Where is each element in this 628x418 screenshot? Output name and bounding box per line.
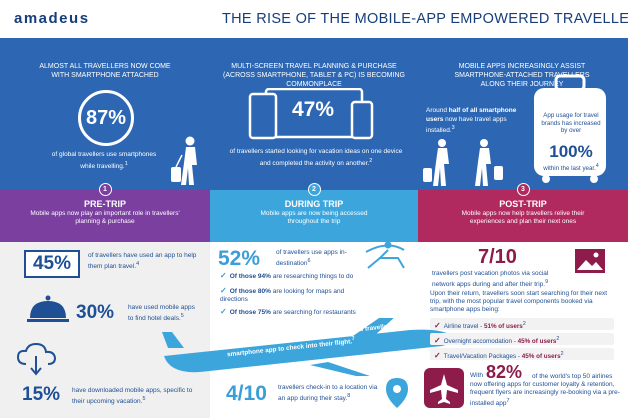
pre-trip-title: PRE-TRIP: [83, 199, 126, 209]
duringtrip-bullet-1: ✓ Of those 94% are researching things to …: [220, 271, 354, 281]
airline-app-icon: [424, 368, 464, 408]
post-trip-title: POST-TRIP: [499, 199, 547, 209]
travellers-walking-icon: [423, 139, 503, 186]
hotel-bell-icon: [27, 295, 69, 322]
check-icon: ✓: [434, 336, 441, 346]
col1-stat: 87%: [78, 90, 134, 146]
pretrip-text-3: have downloaded mobile apps, specific to…: [72, 387, 193, 406]
col1-heading: ALMOST ALL TRAVELLERS NOW COME WITH SMAR…: [39, 63, 171, 79]
traveller-icon: [171, 136, 197, 185]
pretrip-text-1: of travellers have used an app to help t…: [88, 252, 197, 271]
location-pin-icon: [386, 378, 408, 408]
duringtrip-bullet-3: ✓ Of those 75% are searching for restaura…: [220, 307, 356, 317]
check-icon: ✓: [220, 286, 227, 295]
posttrip-main-stat: 7/10: [478, 246, 517, 268]
col2-caption: of travellers started looking for vacati…: [229, 148, 403, 167]
pretrip-stat-2: 30%: [76, 302, 115, 323]
devices-icon: [248, 88, 374, 140]
during-trip-header: 2 DURING TRIP Mobile apps are now being …: [210, 183, 418, 242]
during-trip-body: [210, 242, 418, 418]
cloud-download-icon: [16, 342, 57, 376]
post-trip-subtitle: Mobile apps now help travellers relive t…: [461, 210, 585, 225]
posttrip-row-accommodation: ✓ Overnight accomodation - 45% of users2: [430, 333, 614, 345]
col2-heading: MULTI-SCREEN TRAVEL PLANNING & PURCHASE …: [223, 63, 405, 88]
pretrip-stat-3: 15%: [22, 384, 61, 405]
airplane-small-icon: [430, 374, 458, 404]
pre-trip-subtitle: Mobile apps now play an important role i…: [30, 210, 180, 225]
luggage-text-1: App usage for travel brands has increase…: [541, 112, 601, 134]
during-trip-subtitle: Mobile apps are now being accessed throu…: [260, 210, 368, 225]
posttrip-row-airline: ✓ Airline travel - 51% of users2: [430, 318, 614, 330]
col3-heading: MOBILE APPS INCREASINGLY ASSIST SMARTPHO…: [454, 63, 590, 88]
posttrip-main-text: travellers post vacation photos via soci…: [432, 270, 549, 289]
page-title: THE RISE OF THE MOBILE-APP EMPOWERED TRA…: [222, 11, 628, 27]
posttrip-airline-stat: 82%: [486, 362, 523, 382]
step-1-badge: 1: [98, 183, 112, 196]
col3-caption: Around half of all smartphone users now …: [426, 107, 517, 135]
pretrip-text-2: have used mobile apps to find hotel deal…: [128, 304, 195, 323]
during-trip-title: DURING TRIP: [284, 199, 344, 209]
check-icon: ✓: [220, 307, 227, 316]
posttrip-row-packages: ✓ Travel/Vacation Packages - 45% of users…: [430, 348, 614, 360]
check-icon: ✓: [434, 321, 441, 331]
col1-caption: of global travellers use smartphones whi…: [51, 151, 157, 170]
beach-lounger-icon: [365, 241, 405, 269]
luggage-stat: 100%: [549, 142, 593, 161]
duringtrip-checkin-stat: 4/10: [226, 382, 267, 405]
posttrip-airline-text: of the world's top 50 airlines now offer…: [470, 373, 620, 408]
pretrip-stat-1: 45%: [24, 250, 80, 278]
photo-icon: [575, 249, 605, 273]
airplane-icon: [162, 318, 453, 376]
check-icon: ✓: [220, 271, 227, 280]
check-icon: ✓: [434, 351, 441, 361]
duringtrip-checkin-text: travellers check-in to a location via an…: [278, 384, 378, 403]
post-trip-header: 3 POST-TRIP Mobile apps now help travell…: [418, 183, 628, 242]
duringtrip-main-stat: 52%: [218, 247, 261, 270]
step-3-badge: 3: [516, 183, 530, 196]
amadeus-logo: amadeus: [14, 10, 90, 27]
luggage-text-2: within the last year.4: [543, 163, 599, 173]
duringtrip-main-text: of travellers use apps in-destination6: [276, 249, 347, 268]
step-2-badge: 2: [307, 183, 321, 196]
posttrip-paragraph: Upon their return, travellers soon start…: [430, 290, 608, 313]
posttrip-airline-pre: With: [470, 372, 483, 379]
pre-trip-header: 1 PRE-TRIP Mobile apps now play an impor…: [0, 183, 210, 242]
duringtrip-bullet-2: ✓ Of those 80% are looking for maps and d…: [220, 286, 345, 304]
luggage-icon: [534, 74, 606, 183]
col2-stat: 47%: [291, 98, 335, 121]
